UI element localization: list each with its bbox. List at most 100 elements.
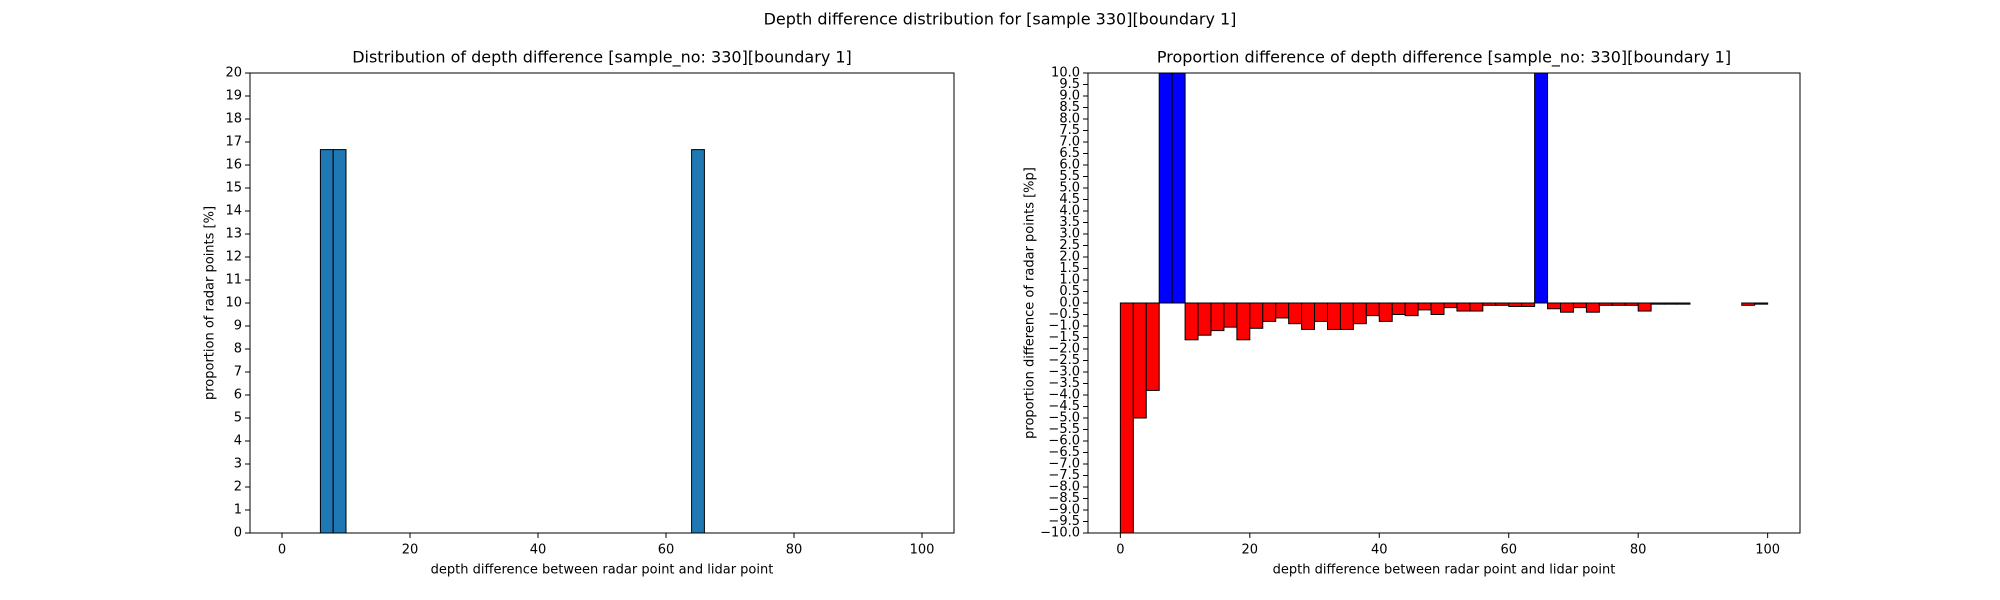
x-tick-label: 20: [402, 543, 419, 558]
y-tick-label: −6.5: [1048, 445, 1080, 460]
y-tick-label: 8.0: [1059, 112, 1080, 127]
x-tick-label: 100: [1755, 543, 1780, 558]
axes-title: Distribution of depth difference [sample…: [352, 48, 852, 68]
y-tick-label: −9.0: [1048, 503, 1080, 518]
x-tick-label: 60: [1500, 543, 1517, 558]
y-tick-label: 9: [234, 319, 242, 334]
y-tick-label: 8: [234, 342, 242, 357]
bar: [1650, 302, 1665, 305]
bar: [1534, 73, 1549, 304]
y-tick-label: 3: [234, 457, 242, 472]
bar: [1378, 302, 1393, 322]
y-tick-label: −8.0: [1048, 480, 1080, 495]
bar: [1326, 302, 1341, 330]
y-tick-label: −7.5: [1048, 468, 1080, 483]
y-tick-label: 13: [225, 227, 242, 242]
y-axis-label: proportion difference of radar points [%…: [1023, 167, 1038, 439]
bar: [1624, 302, 1639, 306]
y-tick-label: 0.5: [1059, 284, 1080, 299]
bar: [1611, 302, 1626, 306]
y-tick-label: 0.0: [1059, 296, 1080, 311]
bar: [1210, 302, 1225, 332]
bar: [1560, 302, 1574, 313]
y-tick-label: 4.0: [1059, 204, 1080, 219]
bar: [1456, 302, 1471, 312]
y-tick-label: 5.5: [1059, 169, 1080, 184]
bar: [1598, 302, 1613, 306]
x-tick-label: 20: [1242, 543, 1259, 558]
x-tick-label: 80: [1630, 543, 1647, 558]
bar: [1417, 302, 1432, 311]
x-axis-label: depth difference between radar point and…: [1273, 563, 1616, 578]
y-tick-label: 6: [234, 388, 242, 403]
y-tick-label: 2.0: [1059, 250, 1080, 265]
y-tick-label: 0: [234, 526, 242, 541]
bar: [1482, 302, 1497, 306]
bar: [1637, 302, 1652, 312]
bar: [1158, 73, 1173, 304]
y-tick-label: 19: [225, 89, 242, 104]
y-tick-label: −2.5: [1048, 353, 1080, 368]
y-tick-label: −4.5: [1048, 399, 1080, 414]
x-tick-label: 40: [530, 543, 547, 558]
y-tick-label: −10.0: [1040, 526, 1080, 541]
y-tick-label: 16: [225, 158, 242, 173]
y-tick-label: 1.5: [1059, 261, 1080, 276]
axes-frame: [249, 72, 955, 534]
y-tick-label: −1.0: [1048, 319, 1080, 334]
bar: [1288, 302, 1303, 325]
bar: [1430, 302, 1445, 315]
bar: [1676, 302, 1691, 305]
y-tick-label: −0.5: [1048, 307, 1080, 322]
y-tick-label: −1.5: [1048, 330, 1080, 345]
y-tick-label: −2.0: [1048, 342, 1080, 357]
y-tick-label: 4: [234, 434, 242, 449]
bar: [332, 149, 347, 533]
y-tick-label: 7.0: [1059, 135, 1080, 150]
bar: [1275, 302, 1290, 319]
y-tick-label: 9.5: [1059, 77, 1080, 92]
bar: [1197, 302, 1212, 336]
bar: [1547, 302, 1562, 310]
x-tick-label: 40: [1371, 543, 1388, 558]
y-tick-label: −4.0: [1048, 388, 1080, 403]
y-tick-label: −8.5: [1048, 491, 1080, 506]
y-tick-label: 10.0: [1051, 66, 1080, 81]
y-tick-label: −7.0: [1048, 457, 1080, 472]
y-tick-label: 12: [225, 250, 242, 265]
bar: [1521, 302, 1536, 307]
y-tick-label: 8.5: [1059, 100, 1080, 115]
bar: [1184, 302, 1199, 341]
bars: [1119, 73, 1769, 533]
bar: [319, 149, 334, 533]
y-tick-label: 7.5: [1059, 123, 1080, 138]
y-tick-label: −5.0: [1048, 411, 1080, 426]
figure-title: Depth difference distribution for [sampl…: [764, 10, 1237, 29]
y-tick-label: −3.5: [1048, 376, 1080, 391]
y-tick-label: −9.5: [1048, 514, 1080, 529]
y-tick-label: 5: [234, 411, 242, 426]
axes-frame: [1087, 72, 1801, 534]
bar: [1495, 302, 1510, 306]
y-tick-label: 4.5: [1059, 192, 1080, 207]
bar: [1469, 302, 1484, 312]
bar: [1339, 302, 1354, 330]
y-tick-label: 15: [225, 181, 242, 196]
y-tick-label: 20: [225, 66, 242, 81]
bar: [1223, 302, 1238, 328]
y-tick-label: 3.5: [1059, 215, 1080, 230]
bar: [1132, 302, 1147, 419]
bar: [1508, 302, 1523, 307]
bar: [1404, 302, 1419, 317]
y-tick-label: 6.0: [1059, 158, 1080, 173]
y-tick-label: 9.0: [1059, 89, 1080, 104]
axes-title: Proportion difference of depth differenc…: [1157, 48, 1731, 68]
y-tick-label: 18: [225, 112, 242, 127]
bar: [1572, 302, 1587, 309]
y-tick-label: 14: [225, 204, 242, 219]
x-tick-label: 100: [910, 543, 935, 558]
x-axis-label: depth difference between radar point and…: [431, 563, 774, 578]
x-tick-label: 0: [1116, 543, 1124, 558]
bar: [1741, 302, 1756, 306]
